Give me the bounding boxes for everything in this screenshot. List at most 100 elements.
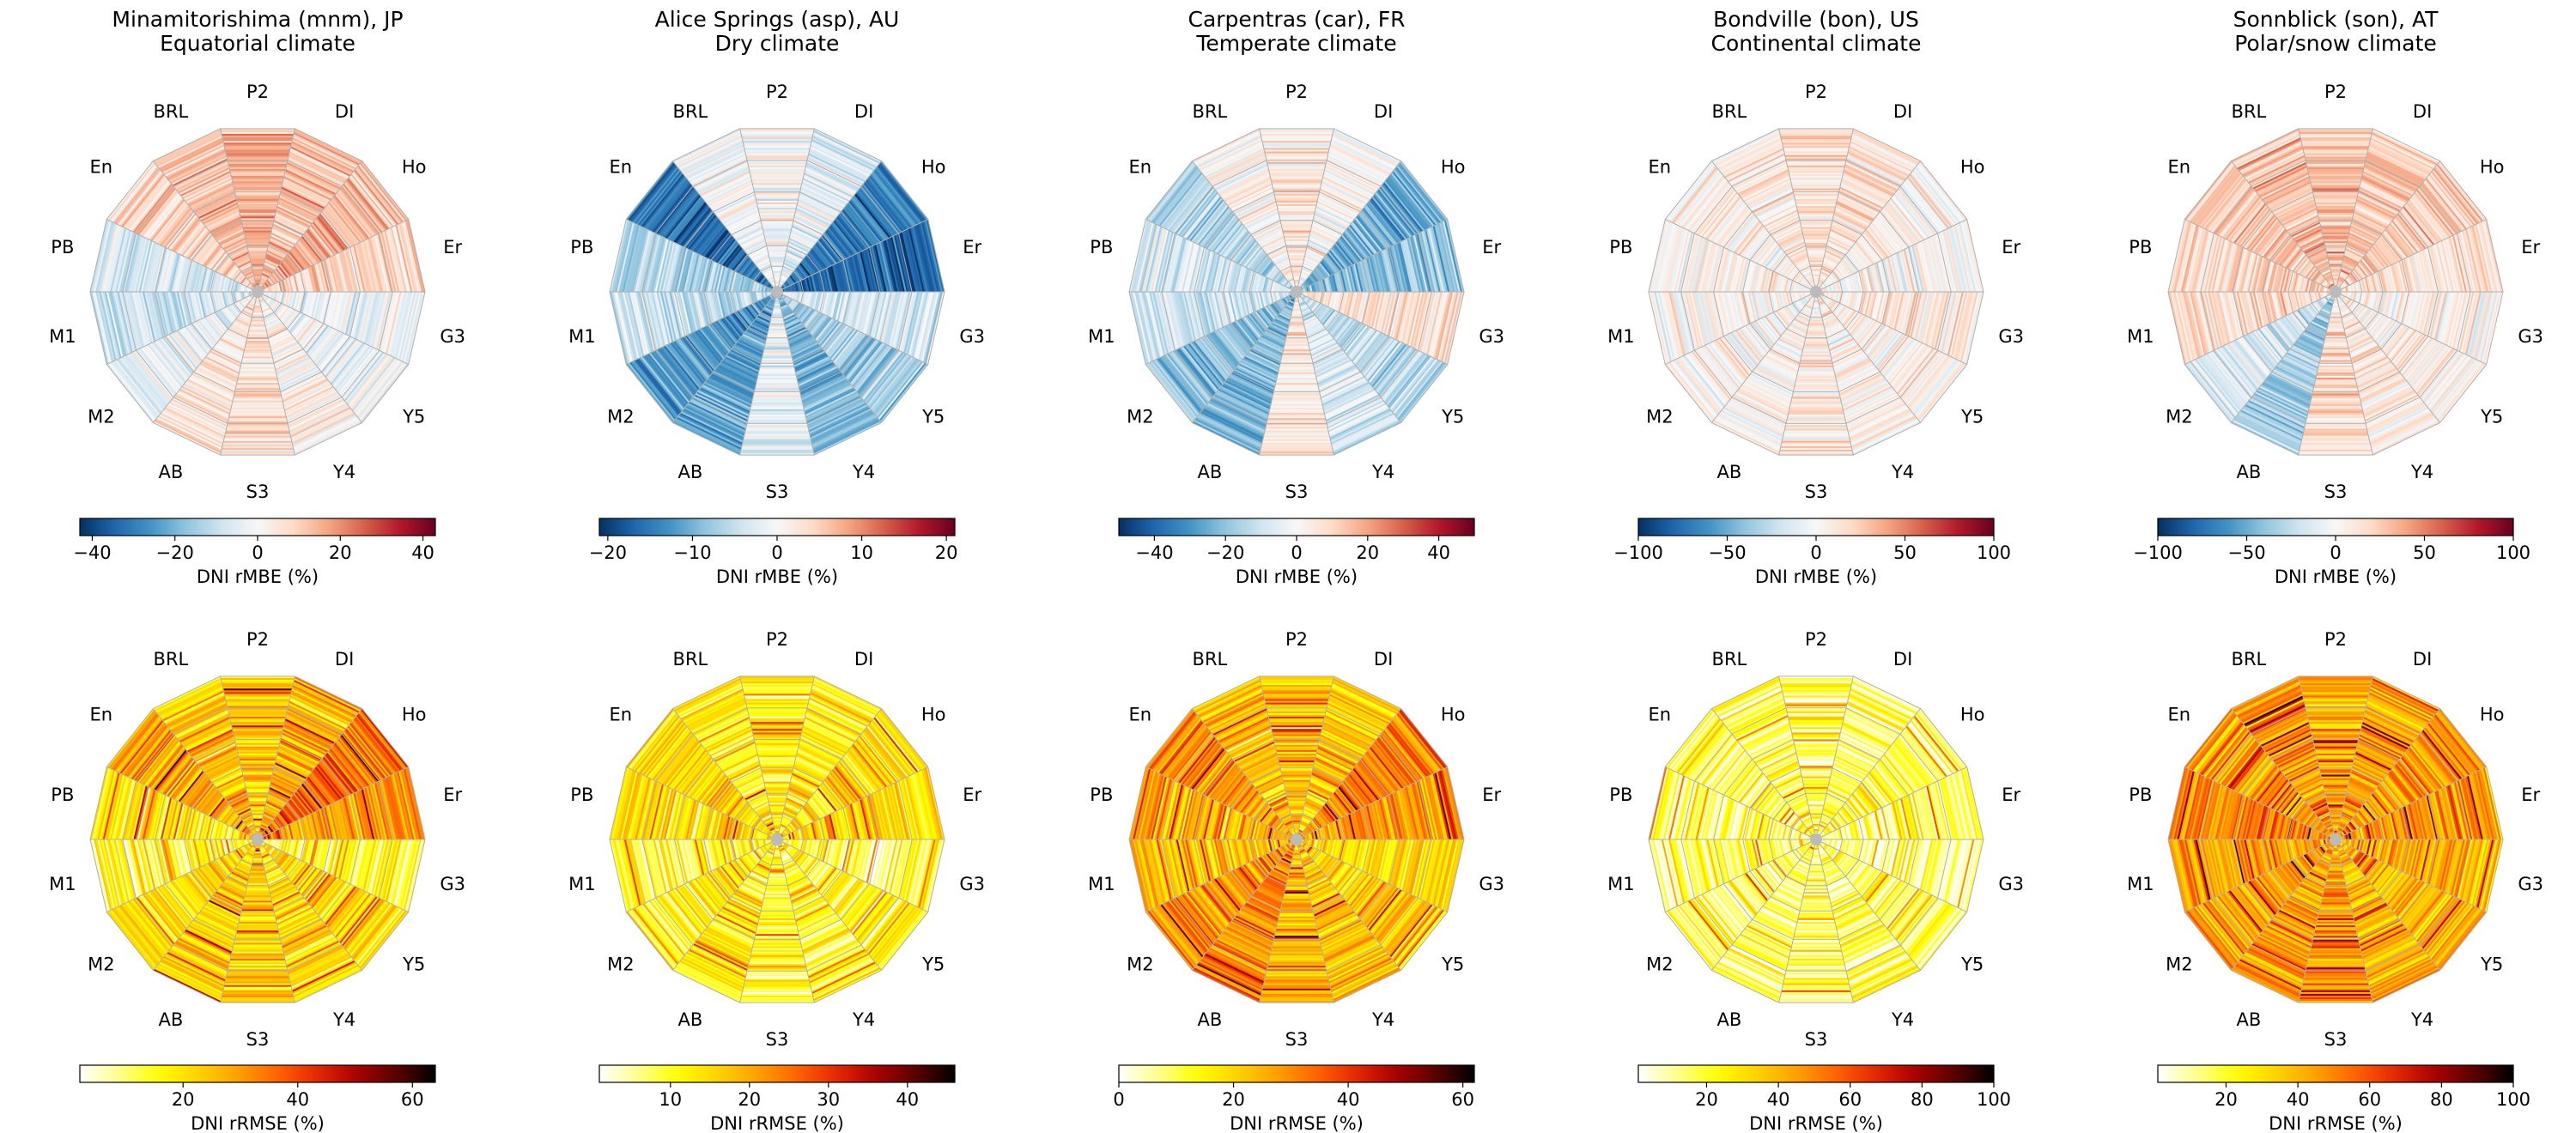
heat-cell <box>249 300 256 305</box>
heat-cell <box>840 292 850 324</box>
heat-cell <box>164 145 225 177</box>
heat-cell <box>810 407 871 439</box>
heat-cell <box>145 292 159 341</box>
heat-cell <box>216 310 231 328</box>
heat-cell <box>104 292 122 359</box>
heat-cell <box>286 253 302 272</box>
heat-cell <box>185 292 195 324</box>
heat-cell <box>864 180 906 232</box>
heat-cell <box>787 330 809 342</box>
heat-cell <box>271 292 276 300</box>
heat-cell <box>220 233 246 247</box>
heat-cell <box>699 387 750 414</box>
heat-cell <box>837 334 867 370</box>
heat-cell <box>330 256 341 292</box>
heat-cell <box>804 256 818 274</box>
axis-label: Ho <box>402 157 427 178</box>
heat-cell <box>247 331 268 335</box>
heat-cell <box>205 316 223 337</box>
heat-cell <box>805 253 822 272</box>
heat-cell <box>254 279 261 282</box>
heat-cell <box>143 292 157 342</box>
heat-cell <box>829 224 855 256</box>
heat-cell <box>204 245 222 267</box>
heat-cell <box>244 297 251 304</box>
heat-cell <box>781 306 791 313</box>
heat-cell <box>805 163 860 191</box>
heat-cell <box>769 256 786 259</box>
heat-cell <box>749 325 768 336</box>
heat-cell <box>762 351 792 354</box>
heat-cell <box>679 412 743 445</box>
heat-cell <box>799 190 843 212</box>
heat-cell <box>240 215 276 219</box>
heat-cell <box>751 402 803 405</box>
heat-cell <box>350 356 395 410</box>
heat-cell <box>346 179 388 231</box>
heat-cell <box>751 179 803 182</box>
heat-cell <box>235 197 280 199</box>
heat-cell <box>744 151 810 154</box>
heat-cell <box>790 232 816 246</box>
heat-cell <box>234 292 239 302</box>
heat-cell <box>240 214 276 217</box>
heat-cell <box>794 210 829 229</box>
heat-cell <box>805 392 860 421</box>
heat-cell <box>338 189 377 236</box>
heat-cell <box>747 305 758 318</box>
colorbar-tick-label: −40 <box>73 542 111 563</box>
heat-cell <box>867 354 911 408</box>
heat-cell <box>353 170 398 226</box>
heat-cell <box>100 292 118 360</box>
heat-cell <box>750 403 804 407</box>
heat-cell <box>286 163 340 191</box>
heat-cell <box>220 451 295 454</box>
heat-cell <box>131 352 172 403</box>
heat-cell <box>745 428 809 431</box>
heat-cell <box>167 151 227 181</box>
heat-cell <box>720 361 757 382</box>
heat-cell <box>728 350 761 368</box>
heat-cell <box>811 136 877 170</box>
heat-cell <box>233 395 283 397</box>
heat-cell <box>241 284 246 292</box>
heat-cell <box>816 272 823 292</box>
heat-cell <box>246 341 270 343</box>
heat-cell <box>329 200 364 242</box>
heat-cell <box>282 292 287 305</box>
heat-cell <box>237 260 252 269</box>
heat-cell <box>829 292 837 318</box>
axis-label: Er <box>443 237 462 258</box>
heat-cell <box>826 325 851 355</box>
heat-cell <box>827 326 853 357</box>
heat-cell <box>231 251 249 262</box>
colorbar-tick-label: 40 <box>1427 542 1450 563</box>
heat-cell <box>703 325 728 355</box>
heat-cell <box>112 229 130 292</box>
heat-cell <box>876 360 922 418</box>
heat-cell <box>634 360 680 416</box>
axis-label: AB <box>678 462 703 482</box>
heat-cell <box>386 292 403 354</box>
heat-cell <box>156 339 190 379</box>
heat-cell <box>288 276 295 292</box>
heat-cell <box>271 283 276 292</box>
heat-cell <box>223 292 229 307</box>
heat-cell <box>701 292 711 325</box>
heat-cell <box>764 292 768 298</box>
heat-cell <box>286 391 339 419</box>
heat-cell <box>712 292 721 320</box>
heat-cell <box>353 292 367 339</box>
heat-cell <box>311 264 319 292</box>
heat-cell <box>292 414 357 447</box>
heat-cell <box>171 292 182 330</box>
heat-cell <box>265 287 269 292</box>
heat-cell <box>812 135 878 168</box>
heat-cell <box>264 318 281 328</box>
heat-cell <box>242 227 273 229</box>
heat-cell <box>784 258 799 267</box>
heat-cell <box>236 198 279 201</box>
heat-cell <box>343 181 385 232</box>
heat-cell <box>220 130 295 132</box>
